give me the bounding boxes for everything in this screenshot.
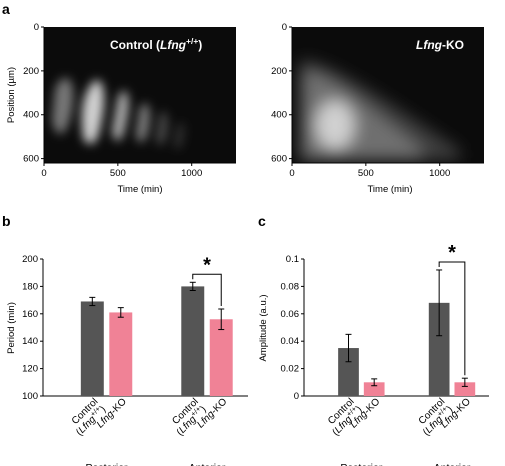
- period-ylabel: Period (min): [6, 302, 17, 354]
- period-ytick-label-5: 200: [22, 254, 38, 265]
- amplitude-group-label-anterior: Anterior: [434, 462, 471, 466]
- kymograph-control-ytick-label-2: 400: [23, 110, 39, 121]
- period-group-label-posterior: Posterior: [86, 462, 129, 466]
- kymograph-control-ticks: 0 500 1000 0 200 400 600: [23, 22, 202, 179]
- kymograph-control-ylabel: Position (µm): [6, 67, 17, 123]
- kymograph-control-axis-lines: [43, 27, 236, 164]
- kymograph-ko-xlabel: Time (min): [367, 184, 412, 195]
- kymograph-control-signal: [52, 78, 185, 150]
- kymograph-ko-title-italic: Lfng: [416, 38, 443, 52]
- period-significance-bracket: [192, 273, 222, 307]
- kymograph-control-xtick-label-0: 0: [41, 168, 46, 179]
- amplitude-bar-anterior-ko: [454, 382, 476, 396]
- kymograph-ko-signal: [300, 60, 460, 160]
- period-bar-posterior-control: [80, 301, 104, 396]
- kymograph-ko-ytick-label-2: 400: [271, 110, 287, 121]
- kymograph-ko-title-post: -KO: [442, 38, 464, 52]
- period-category-label-1-1: Lfng-KO: [195, 396, 229, 430]
- amplitude-group-label-posterior: Posterior: [340, 462, 383, 466]
- bar-chart-period: Period (min) 100120140160180200Control(L…: [6, 254, 248, 466]
- kymograph-ko-ytick-label-1: 200: [271, 66, 287, 77]
- kymograph-control-xtick-label-1: 500: [110, 168, 126, 179]
- period-ytick-label-0: 100: [22, 391, 38, 402]
- period-group-label-anterior: Anterior: [189, 462, 226, 466]
- kymograph-control: Control (Lfng+/+) 0 500 1000 0 200 400 600 Tim…: [6, 22, 236, 195]
- amplitude-bar-anterior-control: [428, 302, 450, 396]
- period-bar-anterior-control: [181, 286, 205, 396]
- kymograph-ko-ytick-label-3: 600: [271, 154, 287, 165]
- panel-label-b: b: [2, 213, 11, 229]
- period-bar-anterior-ko: [209, 319, 233, 396]
- amplitude-ytick-label-4: 0.08: [281, 281, 300, 292]
- amplitude-bar-posterior-control: [338, 348, 359, 396]
- period-ytick-label-1: 120: [22, 364, 38, 375]
- period-bar-posterior-ko: [109, 312, 133, 396]
- kymograph-control-ytick-label-1: 200: [23, 66, 39, 77]
- kymograph-control-ytick-label-0: 0: [34, 22, 39, 33]
- kymograph-ko-ytick-label-0: 0: [282, 22, 287, 33]
- amplitude-ytick-label-0: 0: [294, 391, 299, 402]
- amplitude-significance-bracket: [438, 261, 466, 376]
- kymograph-ko: Lfng-KO 0 500 1000 0 200 400 600 Time (min): [271, 22, 484, 195]
- amplitude-ytick-label-3: 0.06: [281, 309, 300, 320]
- kymograph-ko-axis-lines: [291, 27, 484, 164]
- amplitude-ytick-label-1: 0.02: [281, 364, 300, 375]
- period-category-label-0-1: Lfng-KO: [95, 396, 129, 430]
- kymograph-ko-xtick-label-2: 1000: [429, 168, 450, 179]
- kymograph-control-title: Control (Lfng+/+): [110, 36, 202, 52]
- kymograph-control-title-sup: +/+: [186, 36, 198, 46]
- amplitude-ytick-label-2: 0.04: [281, 336, 300, 347]
- kymograph-control-xtick-label-2: 1000: [181, 168, 202, 179]
- period-ytick-label-3: 160: [22, 309, 38, 320]
- kymograph-control-title-pre: Control (: [110, 38, 160, 52]
- panel-label-a: a: [2, 1, 10, 17]
- period-ytick-label-4: 180: [22, 281, 38, 292]
- period-ytick-label-2: 140: [22, 336, 38, 347]
- kymograph-control-ytick-label-3: 600: [23, 154, 39, 165]
- bar-chart-amplitude: Amplitude (a.u.) 00.020.040.060.080.1Con…: [258, 242, 489, 466]
- period-significance-marker: *: [203, 254, 211, 276]
- kymograph-control-title-post: ): [198, 38, 202, 52]
- kymograph-ko-ticks: 0 500 1000 0 200 400 600: [271, 22, 450, 179]
- kymograph-ko-xtick-label-0: 0: [289, 168, 294, 179]
- amplitude-bar-posterior-ko: [363, 382, 385, 396]
- kymograph-control-title-italic: Lfng: [160, 38, 187, 52]
- kymograph-control-xlabel: Time (min): [117, 184, 162, 195]
- kymograph-ko-xtick-label-1: 500: [358, 168, 374, 179]
- amplitude-ylabel: Amplitude (a.u.): [258, 294, 269, 361]
- amplitude-ytick-label-5: 0.1: [286, 254, 299, 265]
- panel-label-c: c: [258, 213, 266, 229]
- amplitude-significance-marker: *: [448, 242, 456, 264]
- kymograph-ko-title: Lfng-KO: [416, 38, 464, 52]
